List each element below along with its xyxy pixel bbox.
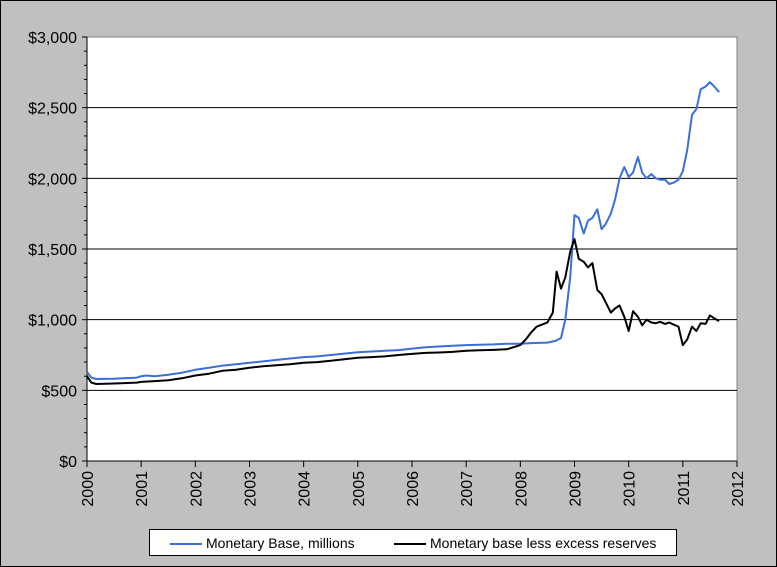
x-axis: 2000 2001 2002 2003 2004 2005 2006 2007 2008 2009…: [80, 460, 747, 507]
legend-swatch-series-1: [170, 543, 202, 545]
x-tick-label: 2012: [730, 471, 747, 507]
legend: Monetary Base, millions Monetary base le…: [149, 529, 677, 556]
x-tick-label: 2006: [405, 471, 422, 507]
legend-label-series-2: Monetary base less excess reserves: [430, 535, 657, 551]
y-tick-label: $3,000: [28, 30, 77, 47]
x-tick-label: 2011: [676, 471, 693, 506]
series-line-2: [86, 238, 720, 385]
series-group: [86, 81, 720, 385]
legend-swatch-series-2: [394, 543, 426, 545]
x-tick-label: 2000: [80, 471, 97, 507]
y-tick-label: $1,000: [28, 313, 77, 330]
x-tick-label: 2002: [188, 471, 205, 507]
y-tick-label: $500: [41, 383, 77, 400]
y-tick-label: $0: [59, 454, 77, 471]
x-tick-label: 2009: [568, 471, 585, 507]
y-tick-label: $2,000: [28, 171, 77, 188]
y-tick-label: $2,500: [28, 101, 77, 118]
gridlines: [87, 107, 737, 391]
y-axis: $0 $500 $1,000 $1,500 $2,000 $2,500 $3,000: [28, 30, 88, 471]
x-tick-label: 2008: [513, 471, 530, 507]
x-tick-label: 2004: [297, 471, 314, 507]
y-tick-label: $1,500: [28, 242, 77, 259]
x-tick-label: 2007: [459, 471, 476, 507]
x-tick-label: 2001: [134, 471, 151, 507]
x-tick-label: 2005: [351, 471, 368, 507]
x-tick-label: 2010: [622, 471, 639, 507]
series-line-1: [86, 81, 720, 380]
x-tick-label: 2003: [243, 471, 260, 507]
legend-label-series-1: Monetary Base, millions: [206, 535, 355, 551]
